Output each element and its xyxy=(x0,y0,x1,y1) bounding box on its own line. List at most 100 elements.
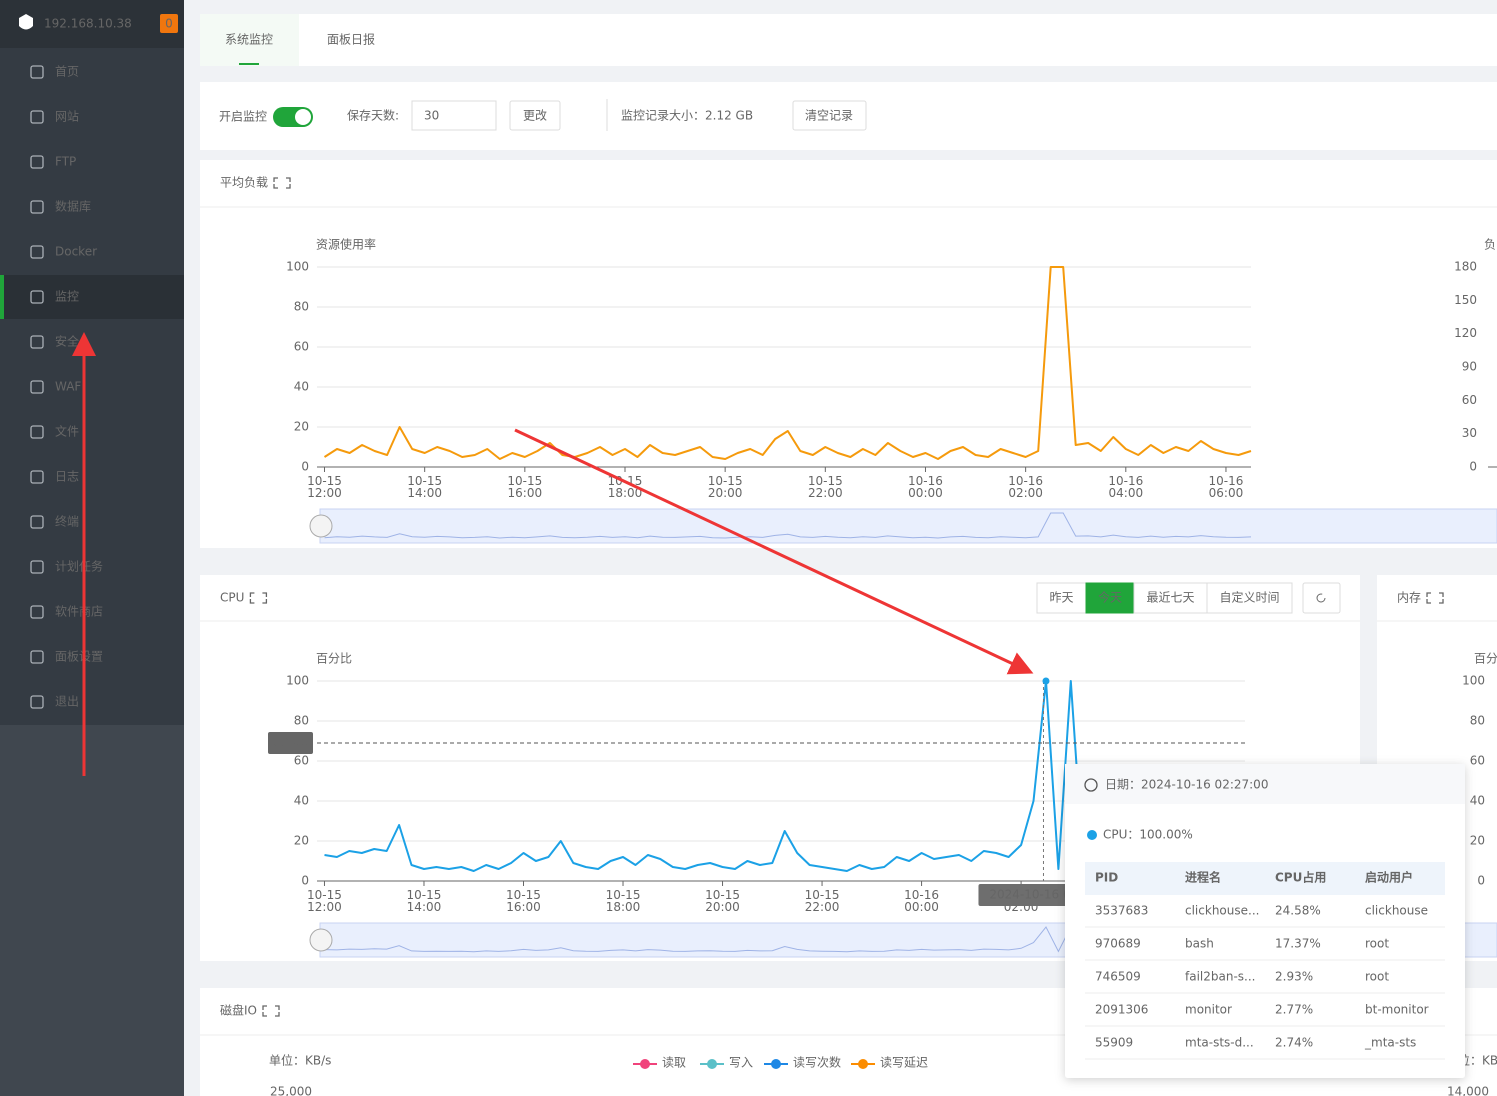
y-tick-label: 80 xyxy=(1470,714,1485,728)
menu-active-bar xyxy=(0,275,4,319)
table-cell: root xyxy=(1365,937,1389,951)
range-button-label: 今天 xyxy=(1098,590,1122,605)
y-tick-label: 100 xyxy=(286,260,309,274)
x-tick-label: 10-15 12:00 xyxy=(307,474,342,500)
datazoom-handle[interactable] xyxy=(309,928,333,952)
table-cell: 3537683 xyxy=(1095,904,1148,918)
x-tick-label: 10-15 12:00 xyxy=(307,888,342,914)
y2-tick-label: 0 xyxy=(1469,460,1477,474)
menu-item: 日志 xyxy=(55,470,79,484)
range-button-label: 昨天 xyxy=(1049,591,1073,605)
tooltip xyxy=(1065,764,1465,1078)
y-tick-label: 0 xyxy=(1477,874,1485,888)
range-button[interactable] xyxy=(1206,582,1293,614)
host: 192.168.10.38 xyxy=(44,17,132,31)
x-tick-label: 10-15 14:00 xyxy=(407,474,442,500)
menu-item: 面板设置 xyxy=(55,650,103,664)
y-tick-label: 0 xyxy=(301,460,309,474)
legend-dot xyxy=(771,1059,781,1069)
x-tick-label: 10-15 20:00 xyxy=(708,474,743,500)
range-button-label: 自定义时间 xyxy=(1219,590,1279,605)
axis-title: 单位：KB/s xyxy=(269,1053,331,1068)
x-tick-label: 10-15 16:00 xyxy=(506,888,541,914)
table-cell: 2.74% xyxy=(1275,1036,1313,1050)
input-value: 30 xyxy=(424,109,439,123)
menu-icon xyxy=(30,515,44,529)
menu-icon xyxy=(30,200,44,214)
button[interactable] xyxy=(509,100,561,131)
menu-item: 退出 xyxy=(55,695,79,709)
y2-tick-label: 30 xyxy=(1462,426,1477,440)
menu-item: 安全 xyxy=(55,334,79,349)
table-cell: bash xyxy=(1185,937,1214,951)
menu-item: 软件商店 xyxy=(55,604,103,619)
y-tick-label: 60 xyxy=(294,754,309,768)
sidebar-menu xyxy=(0,48,184,725)
button[interactable] xyxy=(792,100,867,131)
x-tick-label: 10-16 00:00 xyxy=(908,474,943,500)
y-tick-label: 40 xyxy=(294,794,309,808)
menu-item: FTP xyxy=(55,155,76,169)
tooltip-value: CPU：100.00% xyxy=(1103,828,1193,842)
x-tick-label: 10-15 16:00 xyxy=(507,474,542,500)
label: 保存天数: xyxy=(347,108,399,123)
range-button[interactable] xyxy=(1133,582,1208,614)
legend-label: 写入 xyxy=(729,1056,753,1070)
menu-item: 数据库 xyxy=(55,199,91,214)
y-tick-label: 100 xyxy=(286,674,309,688)
menu-icon xyxy=(30,335,44,349)
y-tick-label: 40 xyxy=(1470,794,1485,808)
y-tick-label: 0 xyxy=(301,874,309,888)
tab: 面板日报 xyxy=(327,32,375,47)
card-title: 内存 xyxy=(1397,591,1421,605)
card-title: CPU xyxy=(220,591,244,605)
menu-active xyxy=(0,275,184,319)
button-label: 清空记录 xyxy=(805,109,853,123)
axis-title: 百分 xyxy=(1474,652,1497,666)
table-cell: mta-sts-d... xyxy=(1185,1036,1254,1050)
expand-icon xyxy=(262,1005,280,1017)
y2-tick-label: 90 xyxy=(1462,360,1477,374)
range-button[interactable] xyxy=(1036,582,1087,614)
legend-label: 读写次数 xyxy=(793,1055,841,1070)
table-cell: bt-monitor xyxy=(1365,1003,1429,1017)
menu-icon xyxy=(30,65,44,79)
table-cell: clickhouse... xyxy=(1185,904,1259,918)
clock-icon xyxy=(1084,778,1098,792)
x-tick-label: 10-16 00:00 xyxy=(904,888,939,914)
button-label: 更改 xyxy=(523,109,547,123)
y-tick-label: 20 xyxy=(294,420,309,434)
legend-dot xyxy=(858,1059,868,1069)
menu-item: 监控 xyxy=(55,290,79,304)
menu-item: 计划任务 xyxy=(55,559,103,574)
table-header-cell: PID xyxy=(1095,871,1118,885)
refresh-icon xyxy=(1316,593,1326,603)
card xyxy=(200,160,1497,548)
menu-item: Docker xyxy=(55,245,97,259)
menu-item: 首页 xyxy=(55,65,79,79)
menu-icon xyxy=(30,290,44,304)
table-cell: _mta-sts xyxy=(1364,1036,1416,1050)
legend-label: 读写延迟 xyxy=(880,1056,928,1070)
expand-icon xyxy=(1426,592,1444,604)
table-header xyxy=(1085,862,1445,895)
menu-icon xyxy=(30,695,44,709)
table-cell: 746509 xyxy=(1095,970,1141,984)
input[interactable] xyxy=(411,100,497,131)
menu-icon xyxy=(30,110,44,124)
hover-point xyxy=(1042,677,1050,685)
logo xyxy=(19,14,33,30)
tooltip-date: 日期：2024-10-16 02:27:00 xyxy=(1105,778,1268,792)
table-header-cell: 启动用户 xyxy=(1365,870,1413,885)
y2-tick-label: 150 xyxy=(1454,293,1477,307)
menu-icon xyxy=(30,470,44,484)
tooltip-header xyxy=(1065,764,1465,804)
toggle-knob xyxy=(295,109,311,125)
menu-icon xyxy=(30,560,44,574)
x-tick-label: 10-15 22:00 xyxy=(805,888,840,914)
tab-active[interactable] xyxy=(200,14,299,66)
refresh-button[interactable] xyxy=(1302,582,1341,614)
datazoom-handle[interactable] xyxy=(309,514,333,538)
